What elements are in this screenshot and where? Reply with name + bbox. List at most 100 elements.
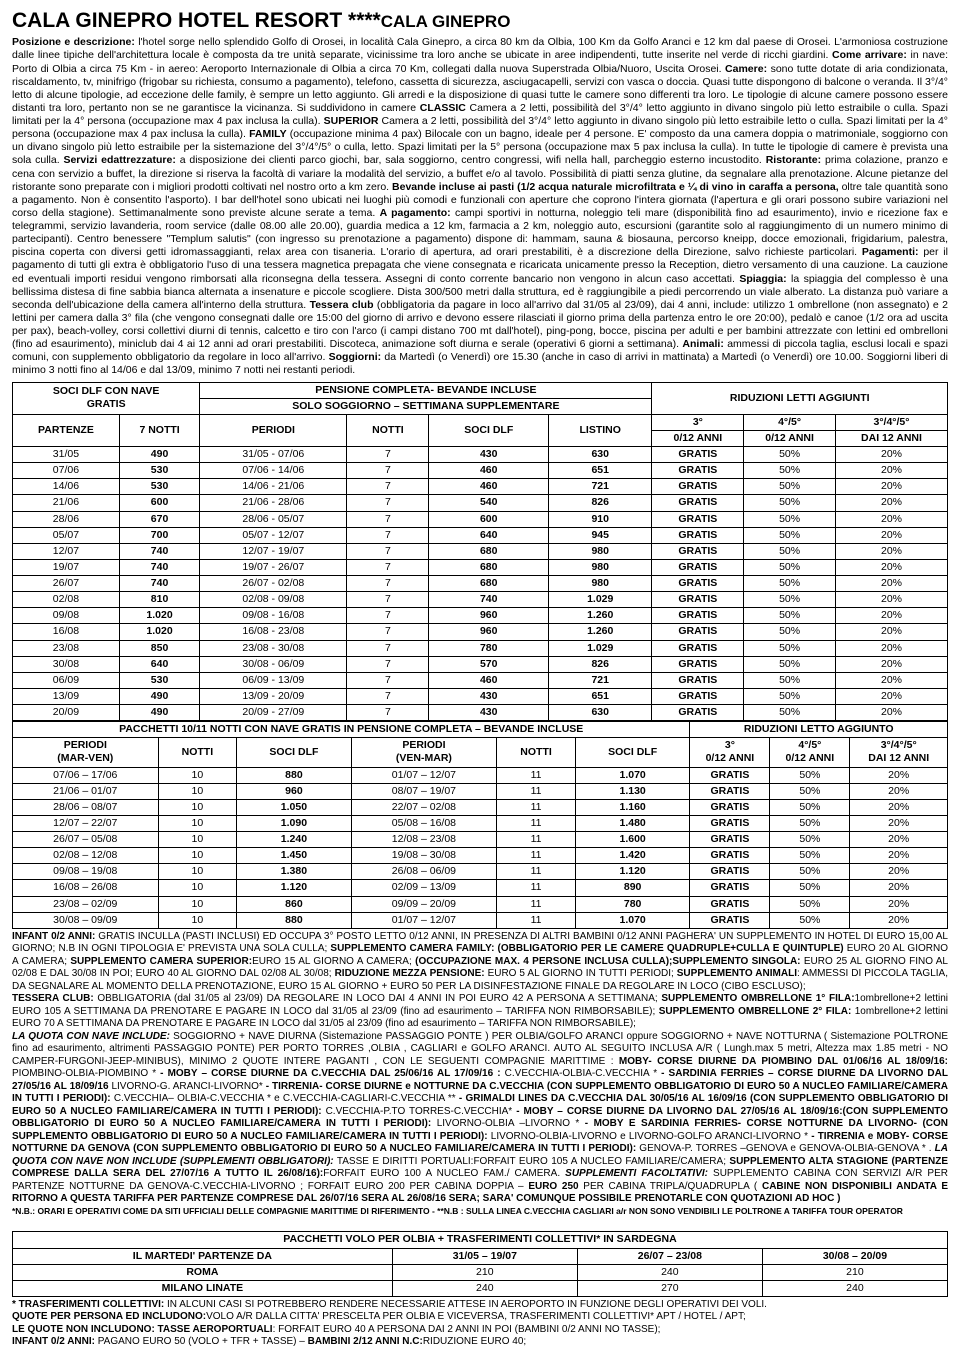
cell: 880 [237, 912, 351, 928]
cell: 50% [744, 479, 836, 495]
cell: 680 [429, 559, 549, 575]
infant-notes: INFANT 0/2 ANNI: GRATIS INCULLA (PASTI I… [12, 931, 948, 1219]
cell: 7 [347, 608, 429, 624]
cell: 28/06 – 08/07 [13, 799, 159, 815]
cell: 810 [119, 592, 199, 608]
cell: 50% [770, 832, 850, 848]
cell: 910 [549, 511, 652, 527]
cell: 721 [549, 672, 652, 688]
col-r345: 3°/4°/5° [835, 414, 947, 430]
table-row: 13/0949013/09 - 20/097430651GRATIS50%20% [13, 688, 948, 704]
cell: 7 [347, 705, 429, 721]
cell: 20/09 - 27/09 [200, 705, 347, 721]
cell: 20% [850, 783, 948, 799]
cell: 10 [158, 783, 237, 799]
cell: 12/07 - 19/07 [200, 543, 347, 559]
table-row: 19/0774019/07 - 26/077680980GRATIS50%20% [13, 559, 948, 575]
cell: 540 [429, 495, 549, 511]
cell: 23/08 – 02/09 [13, 896, 159, 912]
cell: GRATIS [652, 576, 744, 592]
cell: 1.480 [575, 815, 690, 831]
cell: 01/07 – 12/07 [351, 767, 497, 783]
cell: GRATIS [652, 608, 744, 624]
cell: 20% [835, 576, 947, 592]
table-row: 28/06 – 08/07101.05022/07 – 02/08111.160… [13, 799, 948, 815]
cell: 11 [497, 767, 576, 783]
cell: 7 [347, 543, 429, 559]
cell: 50% [744, 672, 836, 688]
t1-head-mid2: SOLO SOGGIORNO – SETTIMANA SUPPLEMENTARE [200, 398, 652, 414]
cell: 1.160 [575, 799, 690, 815]
cell: 1.420 [575, 848, 690, 864]
table-row: 21/06 – 01/071096008/07 – 19/07111.130GR… [13, 783, 948, 799]
col-header: 3°0/12 ANNI [690, 738, 770, 767]
cell: GRATIS [652, 463, 744, 479]
col-notti: NOTTI [347, 414, 429, 446]
cell: 20% [850, 832, 948, 848]
cell: 12/07 [13, 543, 120, 559]
cell: 651 [549, 463, 652, 479]
cell: 20% [835, 463, 947, 479]
cell: 10 [158, 815, 237, 831]
cell: 09/08 - 16/08 [200, 608, 347, 624]
cell: 7 [347, 447, 429, 463]
cell: 11 [497, 799, 576, 815]
cell: 7 [347, 688, 429, 704]
table-row: ROMA210240210 [13, 1264, 948, 1280]
cell: 7 [347, 559, 429, 575]
cell: 20% [850, 864, 948, 880]
cell: 50% [744, 447, 836, 463]
table-row: 20/0949020/09 - 27/097430630GRATIS50%20% [13, 705, 948, 721]
cell: 960 [429, 624, 549, 640]
cell: 19/07 [13, 559, 120, 575]
table-row: 02/08 – 12/08101.45019/08 – 30/08111.420… [13, 848, 948, 864]
table-row: MILANO LINATE240270240 [13, 1280, 948, 1296]
cell: 1.260 [549, 624, 652, 640]
cell: 10 [158, 799, 237, 815]
table-row: 23/0885023/08 - 30/0877801.029GRATIS50%2… [13, 640, 948, 656]
cell: 740 [119, 543, 199, 559]
cell: 460 [429, 672, 549, 688]
cell: 630 [549, 447, 652, 463]
footer-notes: * TRASFERIMENTI COLLETTIVI: IN ALCUNI CA… [12, 1299, 948, 1349]
cell: 28/06 - 05/07 [200, 511, 347, 527]
cell: 980 [549, 559, 652, 575]
cell: 50% [770, 864, 850, 880]
cell: 02/08 - 09/08 [200, 592, 347, 608]
cell: 10 [158, 912, 237, 928]
cell: 210 [392, 1264, 577, 1280]
cell: 50% [744, 511, 836, 527]
cell: 700 [119, 527, 199, 543]
table-row: 26/0774026/07 - 02/087680980GRATIS50%20% [13, 576, 948, 592]
cell: GRATIS [652, 479, 744, 495]
cell: 826 [549, 495, 652, 511]
cell: 14/06 [13, 479, 120, 495]
col-header: NOTTI [497, 738, 576, 767]
cell: 240 [577, 1264, 762, 1280]
cell: 880 [237, 767, 351, 783]
t2-head-left: PACCHETTI 10/11 NOTTI CON NAVE GRATIS IN… [13, 722, 690, 738]
table-row: 16/081.02016/08 - 23/0879601.260GRATIS50… [13, 624, 948, 640]
cell: 23/08 - 30/08 [200, 640, 347, 656]
cell: 01/07 – 12/07 [351, 912, 497, 928]
cell: 31/05 [13, 447, 120, 463]
col-7notti: 7 NOTTI [119, 414, 199, 446]
cell: 1.020 [119, 608, 199, 624]
t1-head-right: RIDUZIONI LETTI AGGIUNTI [652, 382, 948, 414]
cell: 20% [850, 880, 948, 896]
cell: 1.029 [549, 640, 652, 656]
cell: 20% [850, 912, 948, 928]
table-row: 12/07 – 22/07101.09005/08 – 16/08111.480… [13, 815, 948, 831]
cell: 10 [158, 767, 237, 783]
cell: 02/08 [13, 592, 120, 608]
cell: GRATIS [690, 815, 770, 831]
cell: 20% [850, 848, 948, 864]
table-row: 12/0774012/07 - 19/077680980GRATIS50%20% [13, 543, 948, 559]
table-row: 28/0667028/06 - 05/077600910GRATIS50%20% [13, 511, 948, 527]
cell: 26/07 - 02/08 [200, 576, 347, 592]
cell: 430 [429, 705, 549, 721]
cell: GRATIS [652, 559, 744, 575]
col-header: SOCI DLF [237, 738, 351, 767]
cell: 1.450 [237, 848, 351, 864]
cell: 13/09 [13, 688, 120, 704]
